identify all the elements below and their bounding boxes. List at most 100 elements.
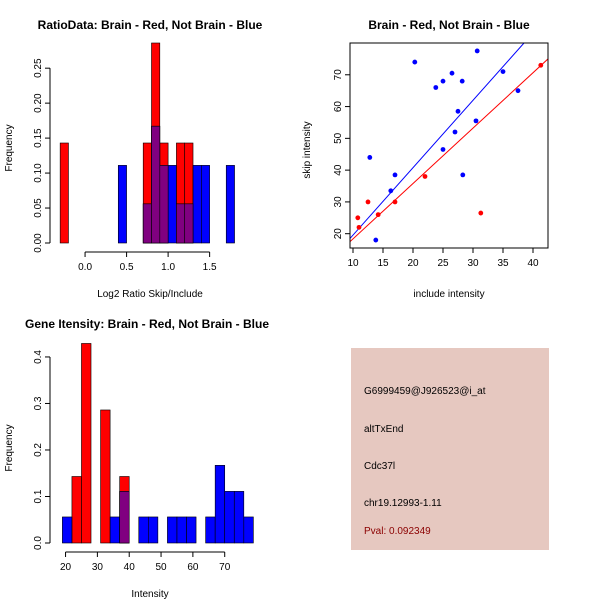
scatter-point-brain xyxy=(356,224,362,230)
scatter-point-not-brain xyxy=(452,129,458,135)
scatter-point-not-brain xyxy=(412,59,418,65)
ratio-xtick-label: 0.0 xyxy=(78,262,92,273)
gene-bar-brain xyxy=(71,476,82,544)
scatter-point-not-brain xyxy=(455,108,461,114)
gene-bar-not-brain xyxy=(176,516,187,544)
scatter-point-brain xyxy=(538,62,544,68)
ratio-bar-not-brain xyxy=(201,165,210,244)
scatter-point-not-brain xyxy=(373,237,379,243)
gene-ytick-label: 0.2 xyxy=(33,443,44,457)
scatter-xtick-label: 20 xyxy=(407,258,419,269)
ratio-bar-overlap xyxy=(142,203,152,244)
ratio-histogram: RatioData: Brain - Red, Not Brain - Blue… xyxy=(4,18,263,300)
scatter-point-not-brain xyxy=(388,188,394,194)
gene-ytick-label: 0.4 xyxy=(33,350,44,364)
ratio-ytick-label: 0.25 xyxy=(33,58,44,78)
scatter-point-not-brain xyxy=(473,118,479,124)
gene-bar-not-brain xyxy=(186,516,197,544)
scatter-point-brain xyxy=(422,174,428,179)
scatter-ytick-label: 40 xyxy=(333,164,344,176)
gene-bar-brain xyxy=(100,409,111,544)
scatter-point-brain xyxy=(375,212,381,218)
scatter-point-not-brain xyxy=(440,78,446,84)
ratio-ytick-label: 0.00 xyxy=(33,233,44,253)
scatter-point-not-brain xyxy=(433,85,439,90)
scatter-point-brain xyxy=(392,199,398,205)
scatter-xtick-label: 35 xyxy=(497,258,509,269)
gene-bar-brain xyxy=(81,343,92,544)
gene-bar-not-brain xyxy=(138,516,149,544)
ratio-ytick-label: 0.10 xyxy=(33,163,44,183)
gene-bar-not-brain xyxy=(148,516,159,544)
scatter-ytick-label: 30 xyxy=(333,196,344,208)
scatter-point-not-brain xyxy=(392,172,398,178)
gene-bar-not-brain xyxy=(233,491,245,544)
gene-xtick-label: 70 xyxy=(219,562,231,573)
ratio-xlabel: Log2 Ratio Skip/Include xyxy=(97,289,203,300)
scatter-ylabel: skip intensity xyxy=(302,121,313,178)
gene-title: Gene Itensity: Brain - Red, Not Brain - … xyxy=(25,317,269,331)
gene-ylabel: Frequency xyxy=(4,424,15,471)
scatter-point-not-brain xyxy=(515,88,521,94)
ratio-bar-not-brain xyxy=(225,165,235,244)
scatter-point-not-brain xyxy=(460,172,466,178)
scatter-xlabel: include intensity xyxy=(413,289,484,300)
gene-name: Cdc37l xyxy=(364,461,396,472)
scatter-point-not-brain xyxy=(449,70,455,76)
scatter-plot-box xyxy=(349,42,549,249)
scatter-xtick-label: 30 xyxy=(467,258,479,269)
ratio-bar-overlap xyxy=(151,125,161,244)
ratio-xtick-label: 0.5 xyxy=(120,262,134,273)
gene-xtick-label: 20 xyxy=(60,562,72,573)
event-type: altTxEnd xyxy=(364,424,404,435)
ratio-bar-brain xyxy=(59,142,69,244)
scatter-point-brain xyxy=(478,210,484,216)
scatter-point-not-brain xyxy=(440,147,446,152)
ratio-bar-not-brain xyxy=(117,165,127,244)
scatter-point-not-brain xyxy=(367,155,373,160)
scatter-xtick-label: 15 xyxy=(377,258,389,269)
gene-bar-not-brain xyxy=(224,491,235,544)
scatter-point-not-brain xyxy=(500,69,506,75)
gene-ytick-label: 0.1 xyxy=(33,489,44,503)
p-value: Pval: 0.092349 xyxy=(364,526,431,537)
scatter-point-not-brain xyxy=(474,48,480,54)
ratio-bar-not-brain xyxy=(192,165,202,244)
ratio-bar-overlap xyxy=(159,165,169,244)
gene-histogram: Gene Itensity: Brain - Red, Not Brain - … xyxy=(4,317,269,600)
scatter-xtick-label: 40 xyxy=(527,258,539,269)
gene-ytick-label: 0.0 xyxy=(33,536,44,550)
scatter-ytick-label: 60 xyxy=(333,101,344,113)
intensity-scatter: Brain - Red, Not Brain - Blue include in… xyxy=(302,18,549,300)
gene-ytick-label: 0.3 xyxy=(33,396,44,410)
ratio-bar-not-brain xyxy=(167,165,177,244)
ratio-ytick-label: 0.15 xyxy=(33,128,44,148)
scatter-xtick-label: 25 xyxy=(437,258,449,269)
probe-id: G6999459@J926523@i_at xyxy=(364,386,486,397)
scatter-title: Brain - Red, Not Brain - Blue xyxy=(368,18,530,32)
scatter-point-brain xyxy=(365,199,371,205)
gene-bar-overlap xyxy=(119,491,130,544)
ratio-bar-overlap xyxy=(176,203,186,244)
genomic-location: chr19.12993-1.11 xyxy=(364,498,442,509)
ratio-bar-overlap xyxy=(184,203,194,244)
scatter-point-not-brain xyxy=(459,78,465,84)
gene-xlabel: Intensity xyxy=(131,589,168,600)
scatter-ytick-label: 20 xyxy=(333,228,344,240)
gene-bar-not-brain xyxy=(167,516,178,544)
gene-xtick-label: 50 xyxy=(155,562,167,573)
gene-xtick-label: 60 xyxy=(187,562,199,573)
scatter-ytick-label: 70 xyxy=(333,69,344,81)
gene-bar-not-brain xyxy=(243,516,254,544)
ratio-xtick-label: 1.5 xyxy=(203,262,217,273)
gene-bar-not-brain xyxy=(205,516,216,544)
gene-xtick-label: 30 xyxy=(92,562,104,573)
gene-xtick-label: 40 xyxy=(124,562,136,573)
scatter-xtick-label: 10 xyxy=(347,258,359,269)
scatter-fit-line-brain xyxy=(350,58,548,243)
ratio-ylabel: Frequency xyxy=(4,124,15,171)
probe-info-panel: G6999459@J926523@i_at altTxEnd Cdc37l ch… xyxy=(351,348,549,550)
ratio-ytick-label: 0.05 xyxy=(33,198,44,218)
ratio-title: RatioData: Brain - Red, Not Brain - Blue xyxy=(38,18,263,32)
